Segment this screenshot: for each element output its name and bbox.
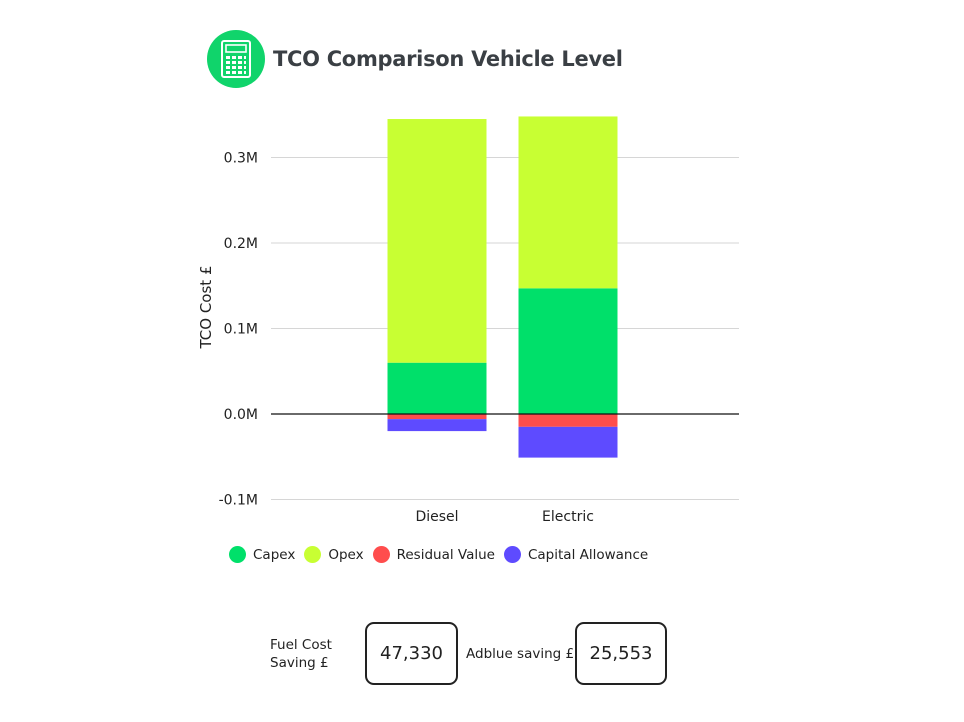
legend-label: Residual Value (396, 546, 495, 563)
legend-swatch (372, 546, 390, 563)
x-tick-label: Electric (542, 509, 594, 525)
chart-legend: Capex Opex Residual Value Capital Allowance (229, 546, 657, 563)
bar-residual-value-diesel (387, 414, 487, 420)
y-tick-label: -0.1M (219, 493, 258, 509)
bar-opex-diesel (387, 119, 487, 363)
chart-title: TCO Comparison Vehicle Level (273, 47, 623, 71)
y-tick-label: 0.2M (224, 236, 258, 252)
legend-swatch (304, 546, 322, 563)
legend-item: Opex (304, 546, 364, 563)
legend-swatch (503, 546, 521, 563)
fuel-cost-saving-label: Fuel Cost Saving £ (270, 637, 332, 671)
bar-capital-allowance-electric (518, 426, 618, 458)
x-tick-label: Diesel (415, 509, 458, 525)
adblue-saving-value: 25,553 (575, 622, 667, 685)
y-axis-label: TCO Cost £ (197, 266, 215, 350)
y-tick-label: 0.0M (224, 407, 258, 423)
bar-residual-value-electric (518, 414, 618, 427)
legend-label: Capex (253, 546, 296, 563)
calculator-icon (207, 30, 265, 88)
adblue-saving-label: Adblue saving £ (466, 646, 575, 662)
y-tick-label: 0.1M (224, 322, 258, 338)
tco-stacked-bar-chart: 0.3M 0.2M 0.1M 0.0M -0.1M TCO Cost £ Diesel Ele… (197, 116, 739, 525)
y-tick-label: 0.3M (224, 151, 258, 167)
legend-swatch (229, 546, 246, 563)
legend-label: Opex (328, 546, 364, 563)
bar-capex-diesel (387, 362, 487, 414)
legend-label: Capital Allowance (527, 546, 649, 563)
chart-header: TCO Comparison Vehicle Level (207, 30, 623, 88)
fuel-cost-saving-value: 47,330 (365, 622, 458, 685)
bar-opex-electric (518, 116, 618, 289)
legend-item: Capex (229, 546, 295, 563)
bar-capex-electric (518, 288, 618, 414)
legend-item: Residual Value (372, 546, 495, 563)
bar-capital-allowance-diesel (387, 419, 487, 432)
legend-item: Capital Allowance (503, 546, 649, 563)
